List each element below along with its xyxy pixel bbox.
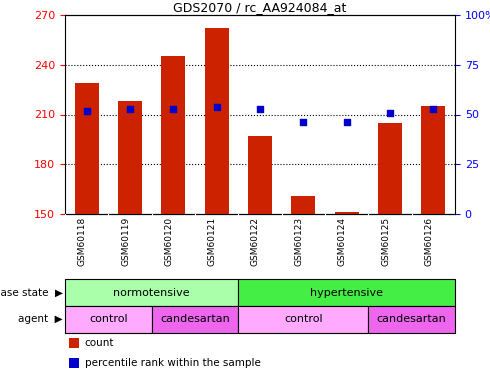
Text: agent  ▶: agent ▶ <box>18 315 63 324</box>
Text: GSM60123: GSM60123 <box>294 217 303 266</box>
Bar <box>238 306 368 333</box>
Text: disease state  ▶: disease state ▶ <box>0 288 63 297</box>
Text: GSM60121: GSM60121 <box>208 217 217 266</box>
Bar <box>335 212 359 214</box>
Bar <box>368 306 455 333</box>
Text: GSM60125: GSM60125 <box>381 217 390 266</box>
Point <box>126 105 134 111</box>
Point <box>170 105 177 111</box>
Text: hypertensive: hypertensive <box>310 288 383 297</box>
Bar <box>69 338 79 348</box>
Bar <box>152 306 238 333</box>
Bar <box>421 106 445 214</box>
Text: GSM60119: GSM60119 <box>121 217 130 267</box>
Point <box>213 104 220 110</box>
Text: GSM60126: GSM60126 <box>424 217 433 266</box>
Bar <box>378 123 402 214</box>
Bar <box>65 306 152 333</box>
Text: normotensive: normotensive <box>113 288 190 297</box>
Point <box>299 120 307 126</box>
Text: count: count <box>84 338 114 348</box>
Bar <box>75 83 98 214</box>
Text: candesartan: candesartan <box>160 315 230 324</box>
Bar <box>69 358 79 368</box>
Text: percentile rank within the sample: percentile rank within the sample <box>84 358 260 368</box>
Bar <box>238 279 455 306</box>
Point <box>386 110 394 116</box>
Point <box>256 105 264 111</box>
Title: GDS2070 / rc_AA924084_at: GDS2070 / rc_AA924084_at <box>173 1 347 14</box>
Text: control: control <box>89 315 128 324</box>
Bar <box>205 28 228 214</box>
Point <box>343 120 350 126</box>
Point <box>429 105 437 111</box>
Bar <box>161 57 185 214</box>
Text: GSM60120: GSM60120 <box>164 217 173 266</box>
Text: GSM60118: GSM60118 <box>78 217 87 267</box>
Text: GSM60122: GSM60122 <box>251 217 260 266</box>
Bar <box>118 101 142 214</box>
Text: GSM60124: GSM60124 <box>338 217 346 266</box>
Bar <box>292 196 315 214</box>
Bar <box>248 136 272 214</box>
Text: candesartan: candesartan <box>377 315 446 324</box>
Text: control: control <box>284 315 322 324</box>
Point <box>83 108 91 114</box>
Bar <box>65 279 238 306</box>
